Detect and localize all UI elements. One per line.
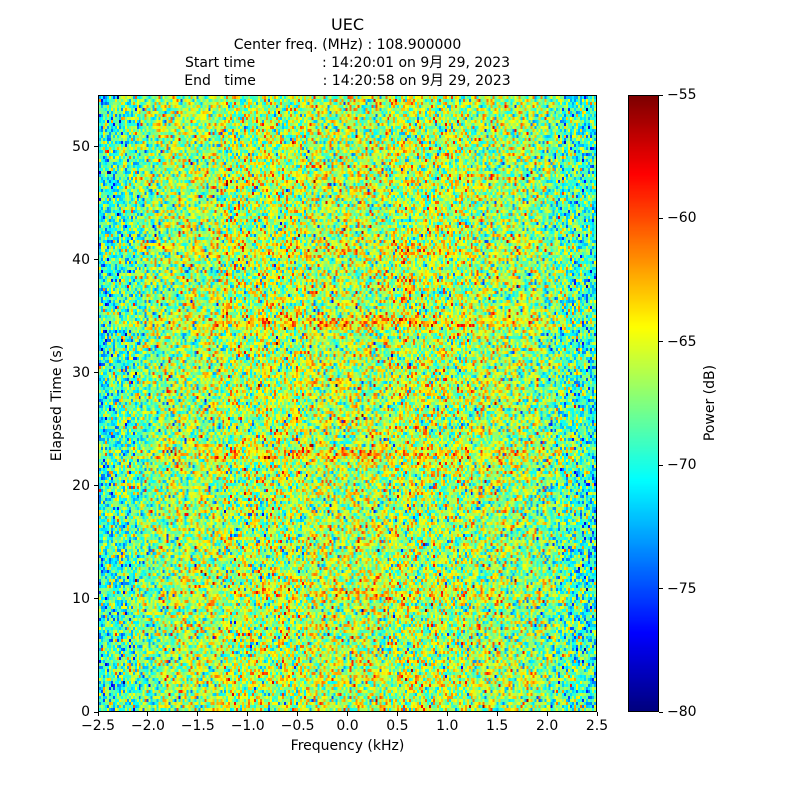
x-axis-label: Frequency (kHz) (290, 738, 405, 754)
colorbar-tick-label: −65 (667, 333, 697, 350)
center-freq-line: Center freq. (MHz) : 108.900000 (233, 37, 462, 53)
x-tick-label: 0.0 (336, 718, 359, 734)
x-tick-label: 1.5 (486, 718, 509, 734)
y-axis-label: Elapsed Time (s) (49, 344, 65, 462)
x-tick-mark (247, 712, 249, 716)
colorbar-tick-label: −60 (667, 210, 697, 227)
y-tick-label: 20 (72, 477, 90, 494)
spectrogram-plot-area (98, 95, 597, 712)
x-tick-label: 0.5 (386, 718, 409, 734)
colorbar-tick-mark (659, 217, 663, 219)
colorbar-tick-label: −55 (667, 87, 697, 103)
x-tick-mark (496, 712, 498, 716)
y-tick-mark (94, 372, 98, 374)
y-tick-label: 0 (81, 704, 90, 720)
x-tick-mark (147, 712, 149, 716)
x-tick-mark (546, 712, 548, 716)
title-block: UEC Center freq. (MHz) : 108.900000 Star… (98, 14, 597, 90)
colorbar-tick-mark (659, 464, 663, 466)
colorbar-tick-mark (659, 94, 663, 96)
y-tick-mark (94, 485, 98, 487)
x-tick-mark (446, 712, 448, 716)
x-tick-label: 1.0 (436, 718, 459, 734)
colorbar-tick-mark (659, 588, 663, 590)
colorbar-tick-label: −80 (667, 704, 697, 720)
x-tick-mark (197, 712, 199, 716)
colorbar-label: Power (dB) (702, 364, 718, 442)
y-tick-mark (94, 598, 98, 600)
colorbar (628, 95, 659, 712)
x-tick-label: −2.5 (81, 718, 115, 734)
x-tick-mark (347, 712, 348, 716)
y-tick-label: 50 (72, 138, 90, 155)
colorbar-tick-label: −70 (667, 457, 697, 474)
colorbar-tick-mark (659, 341, 663, 343)
start-time-line: Start time : 14:20:01 on 9月 29, 2023 (184, 55, 511, 71)
x-tick-label: −2.0 (130, 718, 165, 734)
x-tick-label: −1.5 (180, 718, 215, 734)
y-tick-label: 10 (72, 590, 90, 607)
x-tick-label: 2.0 (535, 718, 559, 734)
colorbar-tick-mark (659, 711, 663, 713)
colorbar-tick-label: −75 (667, 580, 697, 597)
end-time-line: End time : 14:20:58 on 9月 29, 2023 (184, 73, 511, 89)
x-tick-label: −1.0 (230, 718, 265, 734)
x-tick-mark (396, 712, 398, 716)
x-tick-mark (97, 712, 99, 716)
x-tick-mark (596, 712, 598, 716)
y-tick-mark (94, 259, 98, 261)
chart-title: UEC (331, 15, 364, 34)
y-tick-mark (94, 146, 98, 148)
heatmap-canvas (99, 96, 596, 711)
x-tick-label: −0.5 (280, 718, 315, 734)
y-tick-label: 30 (72, 364, 90, 381)
colorbar-gradient-canvas (629, 96, 658, 711)
x-tick-label: 2.5 (585, 718, 609, 734)
y-tick-mark (94, 711, 98, 713)
x-tick-mark (297, 712, 299, 716)
y-tick-label: 40 (72, 251, 90, 268)
